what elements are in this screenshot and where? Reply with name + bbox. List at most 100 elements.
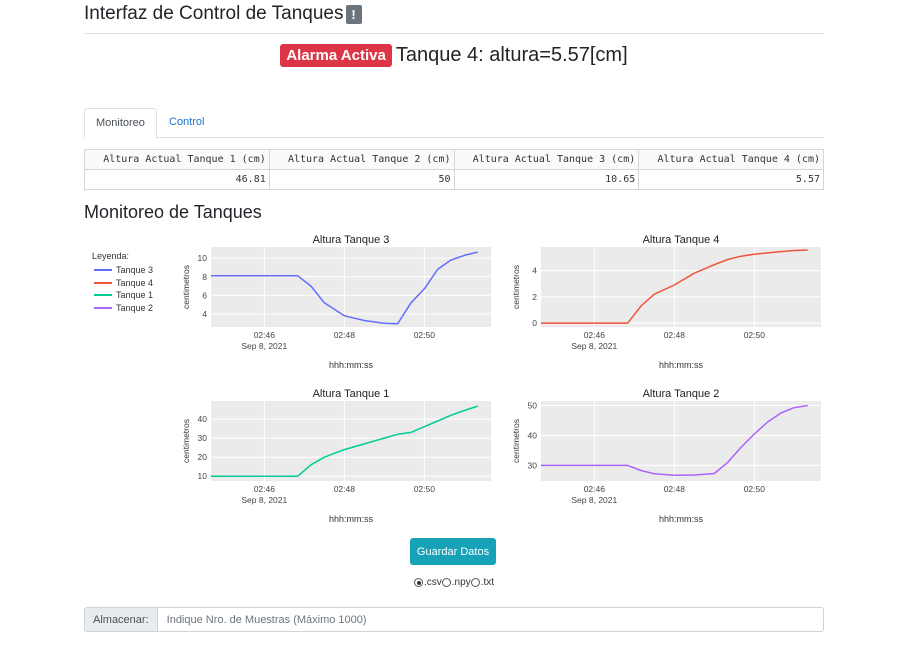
chart-tanque-2[interactable]: 02:46 02:48 02:50 Sep 8, 2021 30 40 50 Altura T… xyxy=(510,385,840,535)
legend-item[interactable]: Tanque 3 xyxy=(92,264,153,277)
alarm-message: Tanque 4: altura=5.57[cm] xyxy=(395,44,628,66)
y-tick-label: 30 xyxy=(198,433,208,443)
table-cell: 5.57 xyxy=(638,169,824,190)
tab-control[interactable]: Control xyxy=(169,116,205,128)
radio-csv[interactable]: .csv xyxy=(414,577,442,588)
legend-item[interactable]: Tanque 4 xyxy=(92,277,153,290)
table-header-cell: Altura Actual Tanque 1 (cm) xyxy=(84,149,270,170)
chart-legend: Leyenda: Tanque 3 Tanque 4 Tanque 1 Tanq… xyxy=(92,251,153,314)
chart-svg: 02:46 02:48 02:50 Sep 8, 2021 0 2 4 Altura Tanq… xyxy=(511,234,821,370)
tab-monitoreo[interactable]: Monitoreo xyxy=(84,108,157,139)
tab-bar: Monitoreo Control xyxy=(84,108,824,139)
y-tick-label: 30 xyxy=(528,460,538,470)
x-tick-label: 02:50 xyxy=(414,330,436,340)
legend-title: Leyenda: xyxy=(92,251,130,261)
samples-input[interactable] xyxy=(157,607,824,632)
legend-label: Tanque 3 xyxy=(116,265,154,276)
legend-label: Tanque 4 xyxy=(116,277,154,288)
radio-label-csv: .csv xyxy=(424,577,442,588)
chart-tanque-3[interactable]: 02:46 02:48 02:50 Sep 8, 2021 4 6 8 10 Altura Ta… xyxy=(180,231,510,381)
y-axis-label: centimetros xyxy=(511,419,521,463)
x-tick-label: 02:48 xyxy=(334,484,356,494)
plot-background xyxy=(211,401,491,481)
legend-swatch xyxy=(94,306,112,309)
x-axis-label: hhh:mm:ss xyxy=(329,514,374,524)
y-axis-label: centimetros xyxy=(181,419,191,463)
y-tick-label: 4 xyxy=(532,266,537,276)
store-label: Almacenar: xyxy=(84,607,158,632)
x-tick-label: 02:46 xyxy=(584,330,606,340)
chart-svg: 02:46 02:48 02:50 Sep 8, 2021 10 20 30 40 Altura… xyxy=(181,388,491,524)
table-cell: 10.65 xyxy=(453,169,640,190)
app-header: Interfaz de Control de Tanques ! xyxy=(84,0,362,28)
x-tick-label: 02:50 xyxy=(744,330,766,340)
store-input-group: Almacenar: xyxy=(84,607,824,632)
chart-title: Altura Tanque 4 xyxy=(643,234,720,246)
table-cell: 46.81 xyxy=(84,169,270,190)
x-axis-label: hhh:mm:ss xyxy=(329,360,374,370)
alarm-badge: Alarma Activa xyxy=(280,44,392,67)
y-axis-label: centimetros xyxy=(511,265,521,309)
y-tick-label: 20 xyxy=(198,452,208,462)
x-tick-label: 02:46 xyxy=(254,484,276,494)
y-tick-label: 50 xyxy=(528,400,538,410)
x-date-label: Sep 8, 2021 xyxy=(571,495,617,505)
format-radio-group: .csv .npy .txt xyxy=(414,577,494,588)
chart-title: Altura Tanque 3 xyxy=(313,234,390,246)
chart-tanque-1[interactable]: 02:46 02:48 02:50 Sep 8, 2021 10 20 30 40 Altura… xyxy=(180,385,510,535)
info-icon[interactable]: ! xyxy=(345,4,362,24)
x-tick-label: 02:46 xyxy=(584,484,606,494)
legend-swatch xyxy=(94,269,112,272)
x-tick-label: 02:46 xyxy=(254,330,276,340)
series-line xyxy=(541,249,808,324)
save-data-button[interactable]: Guardar Datos xyxy=(410,538,496,565)
radio-dot-csv[interactable] xyxy=(414,578,423,587)
plot-background xyxy=(541,247,821,327)
chart-title: Altura Tanque 2 xyxy=(643,388,720,400)
x-date-label: Sep 8, 2021 xyxy=(241,495,287,505)
y-tick-label: 4 xyxy=(202,309,207,319)
section-title: Monitoreo de Tanques xyxy=(84,202,262,222)
chart-svg: 02:46 02:48 02:50 Sep 8, 2021 30 40 50 Altura T… xyxy=(511,388,821,524)
radio-dot-txt[interactable] xyxy=(470,578,480,587)
radio-dot-npy[interactable] xyxy=(441,578,451,587)
y-tick-label: 8 xyxy=(202,272,207,282)
y-tick-label: 40 xyxy=(528,430,538,440)
legend-item[interactable]: Tanque 2 xyxy=(92,302,153,315)
chart-tanque-4[interactable]: 02:46 02:48 02:50 Sep 8, 2021 0 2 4 Altura Tanq… xyxy=(510,231,840,381)
x-date-label: Sep 8, 2021 xyxy=(241,341,287,351)
x-tick-label: 02:50 xyxy=(414,484,436,494)
y-tick-label: 10 xyxy=(198,253,208,263)
x-tick-label: 02:48 xyxy=(664,484,686,494)
x-axis-label: hhh:mm:ss xyxy=(659,514,704,524)
header-divider xyxy=(84,33,824,34)
table-header-row: Altura Actual Tanque 1 (cm) Altura Actua… xyxy=(84,149,824,170)
y-tick-label: 0 xyxy=(532,318,537,328)
radio-npy[interactable]: .npy xyxy=(441,577,471,588)
table-row: 46.81 50 10.65 5.57 xyxy=(84,169,824,190)
legend-label: Tanque 1 xyxy=(116,290,154,301)
x-axis-label: hhh:mm:ss xyxy=(659,360,704,370)
legend-swatch xyxy=(94,281,112,284)
plot-background xyxy=(541,401,821,481)
table-header-cell: Altura Actual Tanque 2 (cm) xyxy=(268,149,455,170)
y-tick-label: 40 xyxy=(198,414,208,424)
legend-swatch xyxy=(94,294,112,297)
app-title: Interfaz de Control de Tanques xyxy=(84,3,344,24)
chart-svg: 02:46 02:48 02:50 Sep 8, 2021 4 6 8 10 Altura Ta… xyxy=(181,234,491,370)
series-line xyxy=(211,251,478,325)
legend-label: Tanque 2 xyxy=(116,302,154,313)
y-tick-label: 2 xyxy=(532,292,537,302)
radio-label-npy: .npy xyxy=(451,577,471,588)
chart-title: Altura Tanque 1 xyxy=(313,388,390,400)
y-tick-label: 6 xyxy=(202,290,207,300)
legend-item[interactable]: Tanque 1 xyxy=(92,289,153,302)
table-header-cell: Altura Actual Tanque 4 (cm) xyxy=(638,149,824,170)
heights-table: Altura Actual Tanque 1 (cm) Altura Actua… xyxy=(84,149,824,190)
plot-background xyxy=(211,247,491,327)
radio-txt[interactable]: .txt xyxy=(470,577,495,588)
table-header-cell: Altura Actual Tanque 3 (cm) xyxy=(453,149,640,170)
alarm-row: Alarma Activa Tanque 4: altura=5.57[cm] xyxy=(84,44,824,67)
radio-label-txt: .txt xyxy=(480,577,495,588)
x-date-label: Sep 8, 2021 xyxy=(571,341,617,351)
